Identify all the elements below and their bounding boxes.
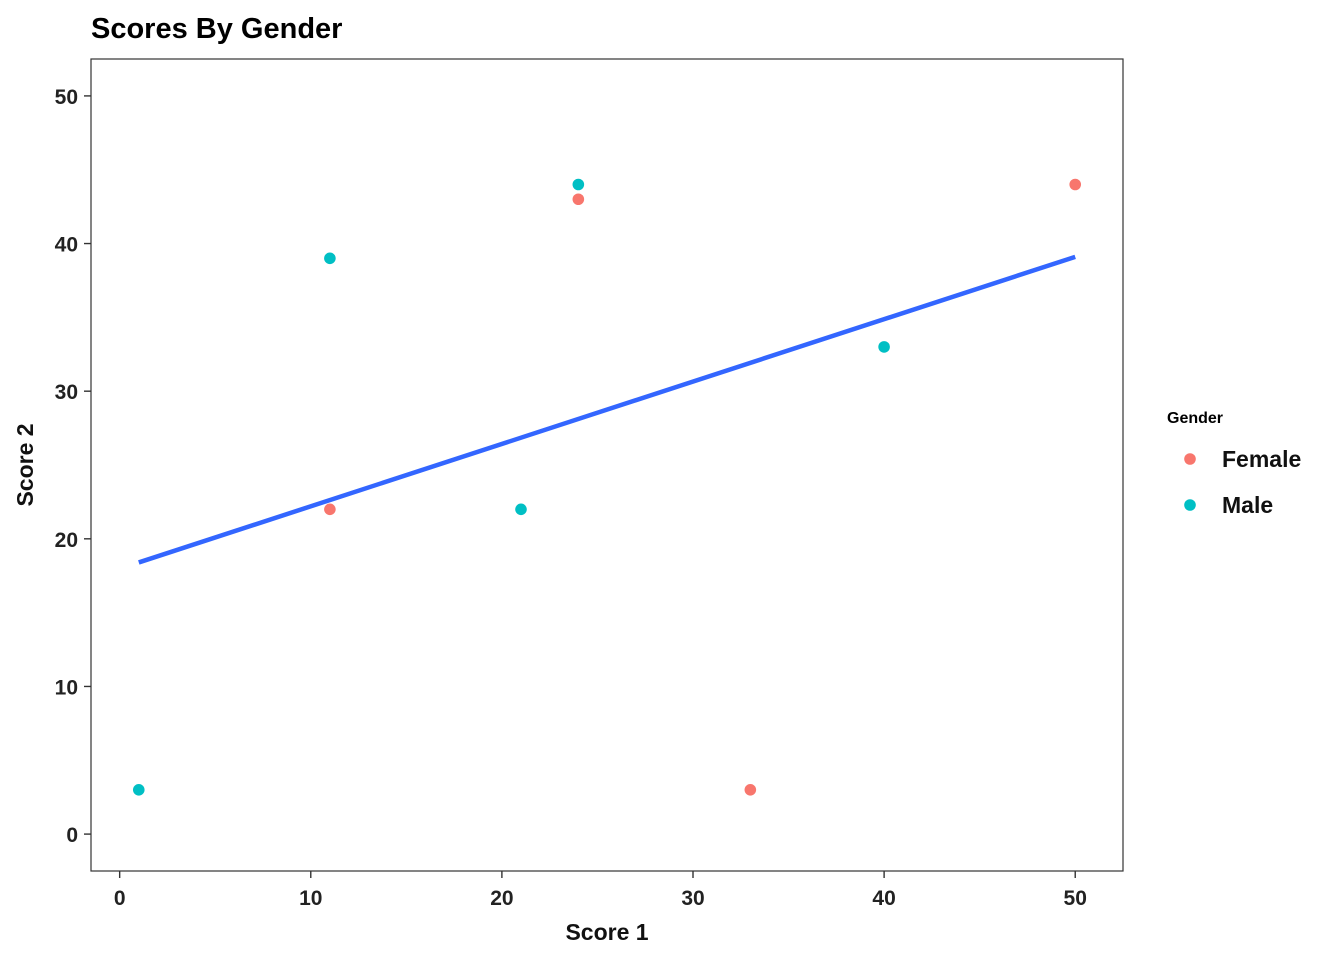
- legend-key-female: [1184, 453, 1196, 465]
- data-point-male: [572, 178, 585, 191]
- data-point-male: [515, 503, 527, 516]
- data-point-male: [878, 341, 890, 353]
- axes: 0 10 20 30 40 50 0 10 20 30 40 50: [55, 86, 1087, 910]
- legend: Gender Female Male: [1167, 410, 1301, 518]
- points-layer: [132, 178, 1082, 796]
- x-tick-label: 10: [299, 887, 322, 910]
- x-tick-label: 20: [490, 887, 513, 910]
- x-tick-label: 40: [872, 887, 895, 910]
- y-tick-label: 50: [55, 86, 78, 109]
- y-axis-title: Score 2: [12, 423, 38, 506]
- data-point-female: [324, 503, 336, 516]
- x-axis-title: Score 1: [565, 919, 648, 945]
- data-point-male: [132, 784, 145, 796]
- legend-key-male: [1184, 499, 1196, 511]
- y-tick-label: 40: [55, 234, 78, 257]
- y-tick-label: 0: [66, 824, 78, 847]
- chart-title: Scores By Gender: [91, 13, 342, 45]
- x-tick-label: 0: [114, 887, 126, 910]
- data-point-female: [1069, 178, 1082, 191]
- y-tick-label: 20: [55, 529, 78, 552]
- plot-panel: [90, 58, 1124, 872]
- data-point-female: [572, 193, 585, 206]
- data-point-female: [744, 784, 757, 796]
- x-tick-label: 30: [681, 887, 704, 910]
- data-point-male: [324, 252, 336, 265]
- legend-title: Gender: [1167, 410, 1223, 427]
- y-tick-label: 10: [55, 676, 78, 699]
- trend-layer: [138, 254, 1076, 565]
- legend-label-female: Female: [1222, 446, 1301, 472]
- trend-line: [138, 254, 1076, 565]
- y-tick-label: 30: [55, 381, 78, 404]
- legend-label-male: Male: [1222, 492, 1273, 518]
- x-tick-label: 50: [1064, 887, 1087, 910]
